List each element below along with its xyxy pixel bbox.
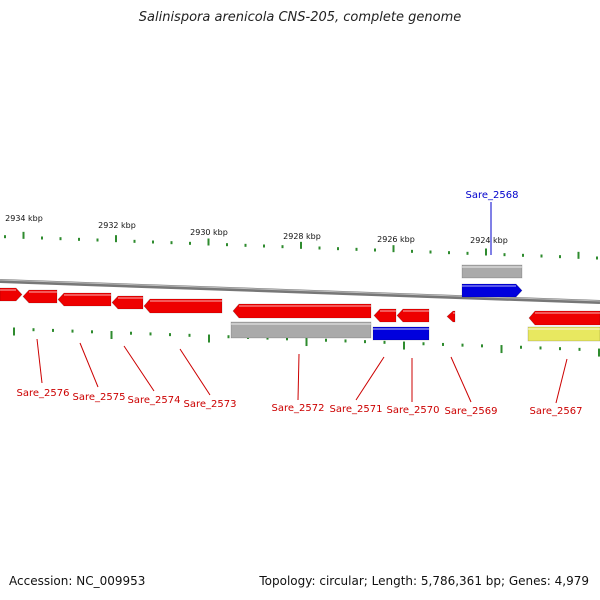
- gene-label[interactable]: Sare_2573: [184, 399, 237, 410]
- scale-ticks-inner: [13, 327, 600, 357]
- gene-label[interactable]: Sare_2576: [17, 388, 70, 399]
- gene-sare-2577-shine: [0, 289, 16, 291]
- gene-labels: Sare_2576 Sare_2575 Sare_2574 Sare_2573 Sare…: [17, 190, 583, 417]
- feature-grey-upper-shine: [462, 266, 522, 268]
- feature-grey-upper: [461, 264, 523, 279]
- gene-label[interactable]: Sare_2575: [73, 392, 126, 403]
- leader-line: [555, 358, 568, 404]
- gene-label[interactable]: Sare_2568: [466, 190, 519, 201]
- leader-line: [123, 345, 155, 392]
- gene-sare-2570-shine: [403, 310, 429, 312]
- feature-grey-lower: [230, 321, 372, 339]
- gene-sare-2571-shine: [380, 310, 396, 312]
- gene-sare-2573: [143, 298, 223, 314]
- leader-line: [450, 356, 472, 403]
- leader-line: [297, 353, 300, 401]
- gene-label[interactable]: Sare_2570: [387, 405, 440, 416]
- gene-sare-2568-shine: [462, 285, 516, 287]
- gene-sare-2572-shine: [239, 305, 371, 307]
- feature-yellow-shine: [528, 328, 600, 330]
- scale-label: 2924 kbp: [470, 236, 508, 245]
- gene-sare-2573-shine: [150, 300, 222, 302]
- gene-sare-2574-shine: [118, 297, 143, 299]
- gene-sare-2575-shine: [64, 294, 111, 296]
- gene-blue-lower: [372, 326, 430, 341]
- leader-line: [79, 342, 99, 388]
- gene-label[interactable]: Sare_2574: [128, 395, 181, 406]
- gene-sare-2567: [528, 310, 600, 326]
- scale-label: 2934 kbp: [5, 214, 43, 223]
- genome-backbone-highlight: [0, 279, 600, 302]
- gene-label[interactable]: Sare_2571: [330, 404, 383, 415]
- leader-line: [355, 356, 385, 401]
- accession-text: Accession: NC_009953: [9, 574, 146, 588]
- gene-sare-2576: [22, 289, 58, 304]
- leader-line: [36, 338, 43, 384]
- gene-sare-2567-shine: [535, 312, 600, 314]
- leader-line: [179, 348, 211, 396]
- gene-sare-2570: [396, 308, 430, 323]
- scale-ticks-outer: [4, 231, 598, 260]
- gene-sare-2574: [111, 295, 144, 310]
- gene-sare-2569: [446, 310, 456, 323]
- gene-sare-2569-shine: [453, 312, 455, 314]
- scale-label: 2926 kbp: [377, 235, 415, 244]
- feature-grey-lower-shine: [231, 323, 371, 325]
- gene-label[interactable]: Sare_2567: [530, 406, 583, 417]
- feature-yellow: [527, 326, 600, 342]
- gene-sare-2572: [232, 303, 372, 319]
- gene-label[interactable]: Sare_2569: [445, 406, 498, 417]
- gene-sare-2575: [57, 292, 112, 307]
- gene-sare-2577: [0, 287, 23, 302]
- gene-sare-2568: [461, 283, 523, 298]
- genome-backbone: [0, 279, 600, 304]
- scale-label: 2930 kbp: [190, 228, 228, 237]
- gene-blue-lower-shine: [373, 328, 429, 330]
- gene-label[interactable]: Sare_2572: [272, 403, 325, 414]
- gene-sare-2576-shine: [29, 291, 57, 293]
- gene-sare-2571: [373, 308, 397, 323]
- scale-label: 2928 kbp: [283, 232, 321, 241]
- page-title: Salinispora arenicola CNS-205, complete …: [138, 10, 462, 25]
- scale-label: 2932 kbp: [98, 221, 136, 230]
- gene-track: [0, 264, 600, 342]
- scale-labels: 2934 kbp 2932 kbp 2930 kbp 2928 kbp 2926 kbp…: [5, 214, 508, 245]
- genome-summary: Topology: circular; Length: 5,786,361 bp…: [259, 574, 589, 588]
